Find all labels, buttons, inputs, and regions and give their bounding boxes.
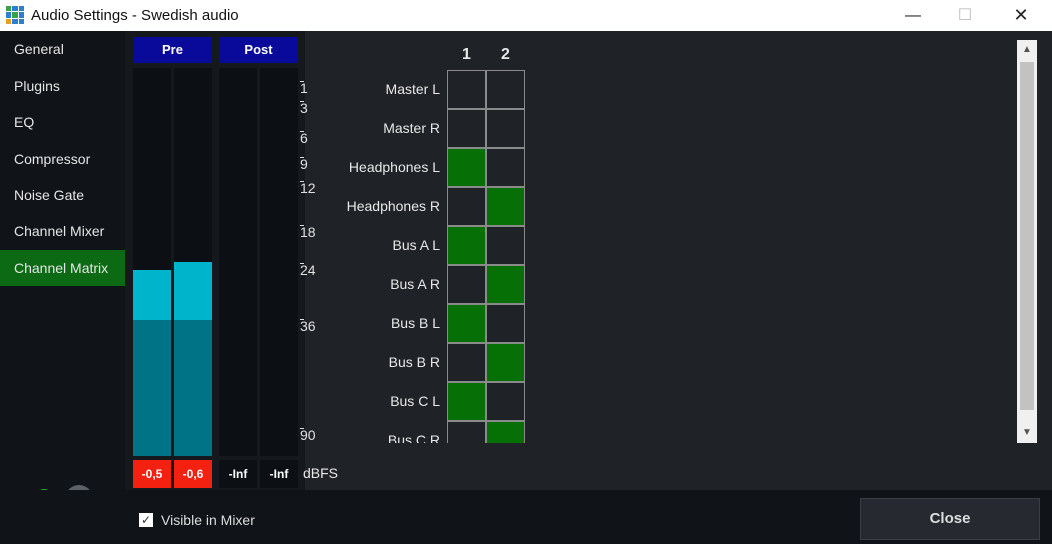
sidebar-item-plugins[interactable]: Plugins	[14, 78, 60, 94]
meter-bar	[174, 68, 212, 456]
pre-header: Pre	[133, 37, 212, 63]
scale-label: 24	[300, 262, 316, 278]
scroll-down-icon[interactable]: ▼	[1022, 427, 1032, 438]
scrollbar[interactable]: ▲ ▼	[1017, 40, 1037, 443]
sidebar-item-channel-matrix[interactable]: Channel Matrix	[0, 250, 125, 286]
meter-value: -Inf	[260, 460, 298, 488]
matrix-row-label: Bus A L	[392, 237, 440, 253]
window-title: Audio Settings - Swedish audio	[31, 7, 239, 24]
app-icon	[6, 6, 24, 24]
matrix-cell[interactable]	[486, 70, 525, 109]
post-header: Post	[219, 37, 298, 63]
matrix-cell[interactable]	[486, 109, 525, 148]
matrix-cell[interactable]	[447, 70, 486, 109]
matrix-cell[interactable]	[447, 304, 486, 343]
matrix-column-header: 2	[501, 46, 510, 63]
meter-bar	[219, 68, 257, 456]
meter-level-fill	[174, 320, 212, 456]
matrix-cell[interactable]	[486, 226, 525, 265]
meter-value: -Inf	[219, 460, 257, 488]
meter-value: -0,5	[133, 460, 171, 488]
title-bar: Audio Settings - Swedish audio — ☐ ✕	[0, 0, 1052, 31]
matrix-row-label: Master L	[385, 81, 440, 97]
unit-label: dBFS	[303, 465, 339, 481]
sidebar: General Plugins EQ Compressor Noise Gate…	[0, 31, 125, 513]
sidebar-item-channel-mixer[interactable]: Channel Mixer	[14, 223, 105, 239]
matrix-cell[interactable]	[447, 421, 486, 443]
meter-value: -0,6	[174, 460, 212, 488]
scale-label: 6	[300, 130, 308, 146]
meter-bar	[133, 68, 171, 456]
matrix-cell[interactable]	[447, 382, 486, 421]
matrix-cell[interactable]	[447, 148, 486, 187]
matrix-row-label: Bus B R	[388, 354, 440, 370]
scale-label: 36	[300, 318, 316, 334]
matrix-row-label: Bus B L	[390, 315, 440, 331]
matrix-cell[interactable]	[486, 265, 525, 304]
scale-label: 12	[300, 180, 316, 196]
matrix-cell[interactable]	[486, 304, 525, 343]
visible-in-mixer-label: Visible in Mixer	[161, 512, 255, 528]
matrix-row-label: Headphones L	[348, 159, 440, 175]
matrix-row-label: Master R	[383, 120, 440, 136]
sidebar-item-eq[interactable]: EQ	[14, 114, 35, 130]
scale-label: 18	[300, 224, 316, 240]
scroll-up-icon[interactable]: ▲	[1022, 44, 1032, 55]
matrix-row-label: Bus C L	[390, 393, 440, 409]
scrollbar-thumb[interactable]	[1020, 62, 1034, 410]
scale-label: 1	[300, 80, 308, 96]
sidebar-item-noise-gate[interactable]: Noise Gate	[14, 187, 85, 203]
sidebar-item-general[interactable]: General	[14, 41, 64, 57]
scale-label: 3	[300, 100, 308, 116]
minimize-button[interactable]: —	[905, 7, 921, 24]
matrix-row-label: Bus A R	[390, 276, 440, 292]
channel-matrix: 1 2 Master L Master R Headphones L Headphones…	[346, 46, 525, 443]
matrix-row-label: Bus C R	[387, 432, 440, 443]
close-window-button[interactable]: ✕	[1013, 5, 1029, 25]
matrix-row-label: Headphones R	[346, 198, 440, 214]
meter-level-fill	[133, 320, 171, 456]
matrix-cell[interactable]	[447, 265, 486, 304]
matrix-cell[interactable]	[447, 226, 486, 265]
sidebar-item-compressor[interactable]: Compressor	[14, 151, 91, 167]
matrix-cell[interactable]	[486, 148, 525, 187]
scale-label: 90	[300, 427, 316, 443]
matrix-cell[interactable]	[486, 421, 525, 443]
matrix-cell[interactable]	[447, 109, 486, 148]
matrix-cell[interactable]	[486, 343, 525, 382]
matrix-cell[interactable]	[486, 187, 525, 226]
maximize-button[interactable]: ☐	[957, 7, 973, 24]
matrix-column-header: 1	[462, 46, 471, 63]
visible-in-mixer-checkbox[interactable]: ✓	[139, 513, 153, 527]
matrix-cell[interactable]	[447, 343, 486, 382]
close-button[interactable]: Close	[860, 498, 1040, 540]
scale-label: 9	[300, 156, 308, 172]
matrix-cell[interactable]	[486, 382, 525, 421]
meter-bar	[260, 68, 298, 456]
matrix-cell[interactable]	[447, 187, 486, 226]
